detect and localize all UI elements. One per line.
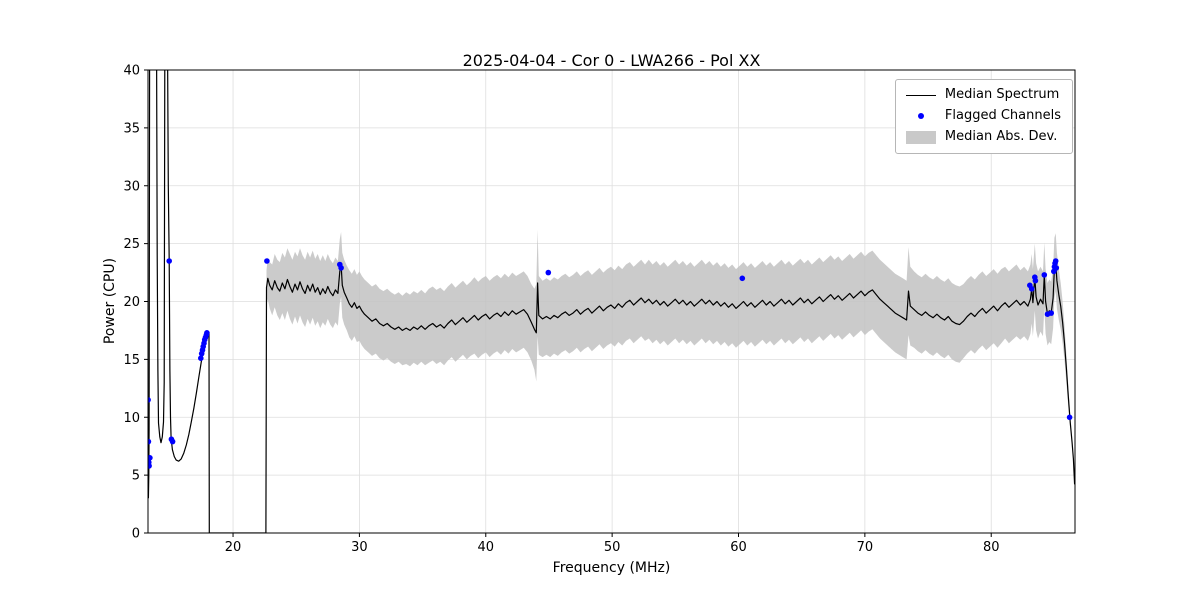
svg-text:60: 60: [730, 540, 747, 555]
flagged-channel-dot-icon: [906, 113, 936, 120]
legend-label: Median Spectrum: [944, 87, 1060, 102]
svg-text:25: 25: [123, 237, 140, 252]
svg-text:80: 80: [983, 540, 1000, 555]
median-abs-dev-patch-icon: [905, 130, 936, 144]
x-axis-label: Frequency (MHz): [552, 560, 671, 576]
svg-text:35: 35: [123, 121, 140, 136]
legend: Median Spectrum Flagged Channels Median …: [894, 79, 1073, 154]
svg-text:20: 20: [225, 540, 242, 555]
svg-text:30: 30: [351, 540, 368, 555]
svg-text:70: 70: [857, 540, 874, 555]
svg-text:10: 10: [123, 411, 140, 426]
legend-entry-median-abs-dev: Median Abs. Dev.: [905, 128, 1061, 145]
svg-text:50: 50: [604, 540, 621, 555]
svg-text:5: 5: [132, 469, 140, 484]
svg-text:0: 0: [132, 527, 140, 542]
svg-text:20: 20: [123, 295, 140, 310]
svg-text:15: 15: [123, 353, 140, 368]
legend-label: Median Abs. Dev.: [944, 128, 1058, 144]
chart-title: 2025-04-04 - Cor 0 - LWA266 - Pol XX: [462, 51, 761, 70]
legend-label: Flagged Channels: [944, 107, 1061, 123]
svg-text:40: 40: [477, 540, 494, 555]
median-spectrum-line-icon: [905, 94, 936, 96]
y-axis-label: Power (CPU): [102, 257, 118, 345]
svg-text:30: 30: [123, 179, 140, 194]
legend-entry-median-spectrum: Median Spectrum: [905, 87, 1061, 103]
legend-entry-flagged-channels: Flagged Channels: [906, 107, 1061, 124]
svg-text:40: 40: [123, 64, 140, 79]
